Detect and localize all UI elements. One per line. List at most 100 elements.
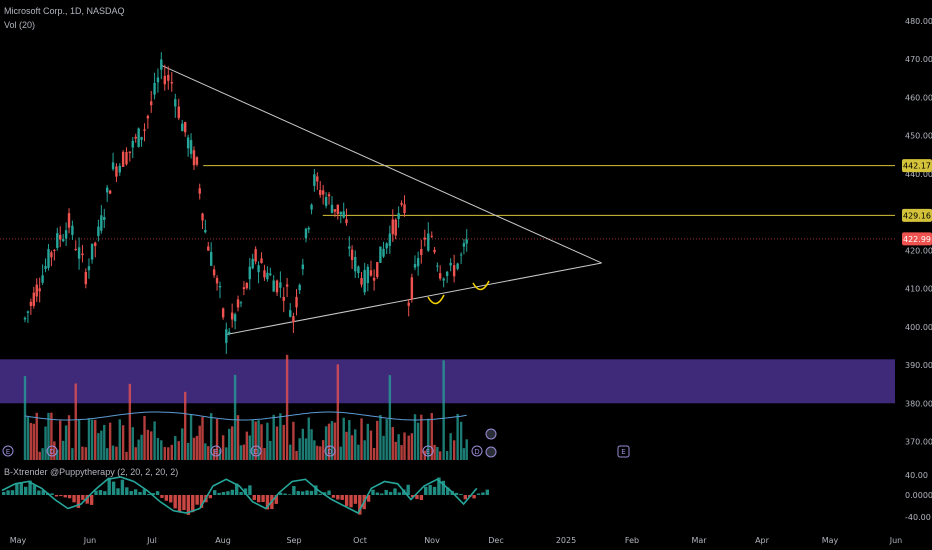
volume-bar <box>254 421 257 460</box>
volume-bar <box>420 414 423 460</box>
candle-body <box>462 243 466 247</box>
oscillator-bar <box>169 495 173 503</box>
candle-body <box>313 174 316 186</box>
price-axis[interactable]: 370.00380.00390.00400.00410.00420.00430.… <box>905 17 932 447</box>
volume-bar <box>360 418 363 460</box>
volume-legend[interactable]: Vol (20) <box>4 20 36 30</box>
volume-bar <box>313 440 316 460</box>
event-marker-icon <box>46 445 58 457</box>
volume-bar <box>181 428 184 460</box>
oscillator-bar <box>28 480 32 495</box>
volume-bar <box>445 451 449 460</box>
oscillator-bar <box>327 490 331 495</box>
candle-body <box>174 99 177 107</box>
candle-body <box>186 137 190 149</box>
oscillator-bar <box>195 495 199 505</box>
horizontal-levels[interactable] <box>0 165 895 240</box>
candle-body <box>47 249 50 268</box>
candle-body <box>260 258 263 264</box>
oscillator-bar <box>331 495 336 498</box>
candle-body <box>61 239 65 242</box>
symbol-title[interactable]: Microsoft Corp., 1D, NASDAQ <box>4 6 125 16</box>
candle-body <box>324 196 328 206</box>
candle-body <box>103 217 106 220</box>
candle-body <box>192 150 196 166</box>
candle-body <box>212 269 216 276</box>
volume-bar <box>407 435 410 460</box>
oscillator-bar <box>160 495 164 498</box>
candle-body <box>143 129 146 131</box>
volume-bar <box>140 434 143 460</box>
price-tick-label: 470.00 <box>905 55 932 64</box>
volume-bar <box>436 447 439 460</box>
volume-bar <box>400 445 403 460</box>
oscillator-bar <box>278 492 283 495</box>
candle-body <box>118 165 121 173</box>
oscillator-pane <box>1 476 489 515</box>
volume-bar <box>275 426 279 460</box>
candle-body <box>292 316 295 323</box>
candle-body <box>50 252 53 258</box>
oscillator-bar <box>261 495 265 503</box>
volume-bar <box>295 451 298 460</box>
candle-body <box>170 82 173 84</box>
volume-bar <box>321 440 325 460</box>
volume-bar <box>350 435 354 460</box>
price-tag-label: 422.99 <box>903 235 931 244</box>
candle-body <box>465 239 468 244</box>
volume-bar <box>269 440 272 460</box>
candle-body <box>77 247 81 259</box>
candle-body <box>357 266 360 274</box>
oscillator-bar <box>116 488 120 495</box>
candle-body <box>53 249 56 251</box>
candle-body <box>236 299 240 308</box>
oscillator-bar <box>217 492 221 495</box>
trendlines[interactable] <box>161 64 602 335</box>
candle-body <box>438 273 442 279</box>
candle-body <box>230 312 234 320</box>
volume-bar <box>64 425 68 460</box>
oscillator-bar <box>19 482 23 495</box>
oscillator-bar <box>485 489 489 495</box>
candle-body <box>183 122 187 133</box>
oscillator-bar <box>142 489 147 495</box>
volume-bar <box>108 422 112 460</box>
lightning-icon <box>485 446 497 458</box>
candles <box>23 52 468 354</box>
time-tick-label: May <box>822 536 839 545</box>
candle-body <box>354 256 357 272</box>
volume-bar <box>212 448 216 460</box>
candle-body <box>254 249 257 262</box>
oscillator-bar <box>94 490 98 495</box>
time-tick-label: Apr <box>755 536 770 545</box>
candle-body <box>433 249 436 253</box>
volume-bar <box>427 418 430 460</box>
volume-bar <box>433 444 436 460</box>
indicator-legend[interactable]: B-Xtrender @Puppytherapy (2, 20, 2, 20, … <box>4 467 179 477</box>
volume-bar <box>32 423 36 460</box>
event-marker-icon <box>2 445 14 457</box>
oscillator-bar <box>111 481 116 495</box>
volume-bar <box>195 435 199 460</box>
oscillator-bar <box>6 490 10 495</box>
candle-body <box>35 284 38 297</box>
price-tag-box <box>902 208 932 222</box>
volume-bar <box>413 414 417 460</box>
candle-body <box>221 308 225 318</box>
candle-body <box>388 233 392 246</box>
volume-bar <box>310 429 313 460</box>
price-tags: 442.17 429.16 422.99 <box>902 159 932 246</box>
candle-body <box>410 277 414 300</box>
oscillator-tick-label: -40.00 <box>905 513 931 522</box>
volume-pane <box>23 354 468 460</box>
candle-body <box>348 246 351 249</box>
oscillator-bar <box>393 488 397 495</box>
candle-body <box>87 266 91 271</box>
candle-body <box>407 302 410 306</box>
candle-body <box>360 277 363 285</box>
candle-body <box>228 331 231 334</box>
event-marker-icon <box>422 445 434 457</box>
time-axis[interactable]: May Jun Jul Aug Sep Oct Nov Dec 2025 Feb Mar Apr May… <box>10 536 903 545</box>
candle-body <box>215 277 219 284</box>
